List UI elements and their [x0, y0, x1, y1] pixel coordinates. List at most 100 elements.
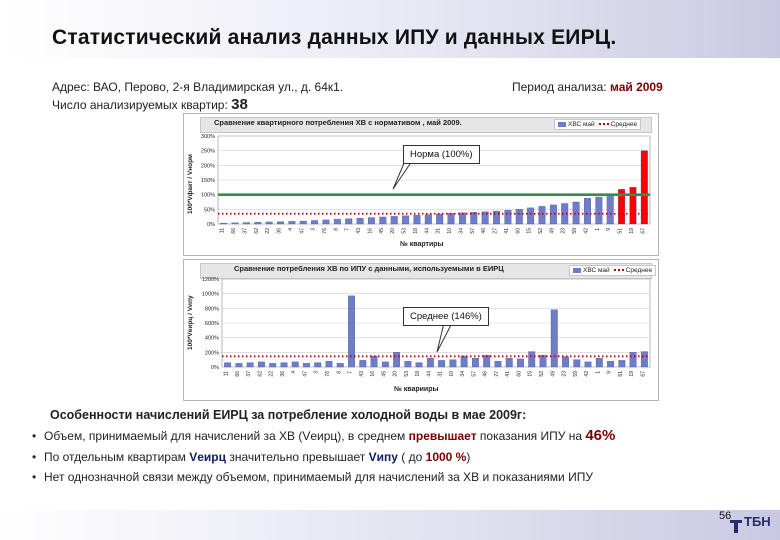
chart1-bar — [288, 221, 296, 225]
chart2-bar — [336, 363, 344, 368]
chart2-bar — [246, 362, 254, 368]
chart2-bar — [629, 352, 637, 368]
analysis-period-value: май 2009 — [609, 80, 663, 94]
chart2-y-tick-label: 1200% — [202, 277, 219, 283]
company-logo-text: ТБН — [744, 514, 771, 529]
chart1-x-tick-label: 10 — [447, 228, 453, 234]
analysis-period-label: Период анализа: — [512, 80, 607, 94]
chart1-y-tick-label: 50% — [204, 207, 215, 213]
chart1-x-tick-label: 9 — [606, 228, 612, 231]
chart2-x-tick-label: 8 — [336, 371, 342, 374]
chart1-bar — [606, 195, 614, 225]
chart1-x-tick-label: 4 — [288, 228, 294, 231]
chart1-bar — [595, 196, 603, 225]
chart1-bar — [413, 215, 421, 225]
chart1-y-tick-label: 250% — [201, 149, 215, 155]
note-bullet-2: • По отдельным квартирам Vеирц значительн… — [32, 450, 470, 464]
chart2-x-tick-label: 66 — [235, 371, 241, 377]
chart1-bar — [311, 220, 319, 225]
chart1-bar — [333, 219, 341, 225]
chart2-bar — [483, 355, 491, 368]
chart2-x-tick-label: 76 — [325, 371, 331, 377]
chart1-x-tick-label: 23 — [561, 228, 567, 234]
chart1-bar — [538, 206, 546, 225]
chart2-x-tick-label: 45 — [381, 371, 387, 377]
chart1-bar — [424, 214, 432, 225]
chart2-x-tick-label: 60 — [516, 371, 522, 377]
chart2-y-tick-label: 1000% — [202, 292, 219, 298]
chart1-x-tick-label: 27 — [493, 228, 499, 234]
chart1-bar — [277, 221, 284, 225]
chart1-bar — [561, 203, 569, 225]
chart1-bar — [436, 213, 444, 225]
chart2-x-tick-label: 57 — [471, 371, 477, 377]
chart2-x-tick-label: 49 — [550, 371, 556, 377]
chart1-legend-series: ХВС май — [568, 121, 595, 128]
chart1-bar — [447, 213, 455, 225]
chart2-y-tick-label: 800% — [205, 306, 219, 312]
chart1-x-tick-label: 11 — [220, 228, 226, 233]
chart2-bar — [640, 351, 648, 368]
chart1-title: Сравнение квартирного потребления ХВ с н… — [214, 118, 462, 127]
chart2-bar — [269, 363, 277, 368]
chart2-bar — [494, 360, 502, 368]
chart1-title-bar — [200, 117, 652, 133]
chart-eirc-comparison: Сравнение потребления ХВ по ИПУ с данным… — [183, 259, 659, 401]
chart2-y-tick-label: 600% — [205, 321, 219, 327]
chart1-bar — [390, 216, 398, 225]
chart2-x-tick-label: 23 — [562, 371, 568, 377]
apartment-count-label: Число анализируемых квартир: — [52, 98, 228, 112]
norm-callout: Норма (100%) — [403, 145, 480, 164]
chart-norm-comparison: Сравнение квартирного потребления ХВ с н… — [183, 113, 659, 256]
note1-emphasis: превышает — [408, 429, 477, 443]
chart2-bar — [562, 356, 569, 368]
chart2-bar — [280, 362, 288, 368]
chart1-bar — [481, 211, 489, 225]
chart1-y-tick-label: 0% — [207, 222, 215, 228]
chart2-bar — [381, 361, 389, 368]
chart2-y-tick-label: 0% — [211, 365, 219, 371]
note1-text-a: Объем, принимаемый для начислений за ХВ … — [44, 429, 406, 443]
chart1-bar — [618, 189, 626, 225]
slide-title: Статистический анализ данных ИПУ и данны… — [52, 26, 617, 49]
chart2-title: Сравнение потребления ХВ по ИПУ с данным… — [234, 264, 504, 273]
chart2-bar — [528, 351, 536, 368]
chart1-x-tick-label: 8 — [333, 228, 339, 231]
chart2-bar — [573, 359, 581, 368]
chart2-x-tick-label: 18 — [415, 371, 421, 377]
chart2-x-tick-label: 43 — [359, 371, 365, 377]
page-number: 56 — [719, 510, 732, 522]
chart1-bar — [584, 198, 591, 225]
chart1-bar — [231, 222, 239, 225]
chart1-bar — [515, 209, 523, 225]
chart2-bar — [517, 358, 524, 368]
chart2-x-tick-label: 52 — [539, 371, 545, 377]
chart2-x-tick-label: 22 — [269, 371, 275, 377]
chart2-bar — [426, 358, 434, 368]
chart1-bar — [265, 221, 273, 225]
chart2-bar — [325, 360, 333, 368]
chart1-x-tick-label: 44 — [424, 228, 430, 234]
chart2-legend-series: ХВС май — [583, 267, 610, 274]
legend-bar-swatch — [558, 121, 566, 127]
chart1-x-tick-label: 66 — [231, 228, 237, 234]
chart1-x-tick-label: 3 — [311, 228, 317, 231]
chart2-bar — [472, 358, 479, 368]
chart1-x-tick-label: 52 — [538, 228, 544, 234]
chart2-y-tick-label: 200% — [205, 350, 219, 356]
chart1-bar — [493, 210, 500, 225]
address-text: Адрес: ВАО, Перово, 2-я Владимирская ул.… — [52, 80, 344, 94]
chart1-bar — [379, 216, 387, 225]
chart2-x-tick-label: 9 — [607, 371, 613, 374]
apartment-count: Число анализируемых квартир: 38 — [52, 96, 248, 113]
chart1-legend-average: Среднее — [610, 121, 638, 128]
chart2-x-tick-label: 10 — [449, 371, 455, 377]
chart2-x-tick-label: 46 — [483, 371, 489, 377]
chart2-legend-average: Среднее — [625, 267, 653, 274]
chart2-x-tick-label: 11 — [224, 371, 230, 376]
chart2-x-tick-label: 19 — [629, 371, 635, 377]
chart2-bar — [618, 360, 626, 368]
chart1-x-tick-label: 1 — [595, 228, 601, 231]
chart2-bar — [607, 360, 614, 368]
chart1-y-tick-label: 300% — [201, 134, 215, 140]
